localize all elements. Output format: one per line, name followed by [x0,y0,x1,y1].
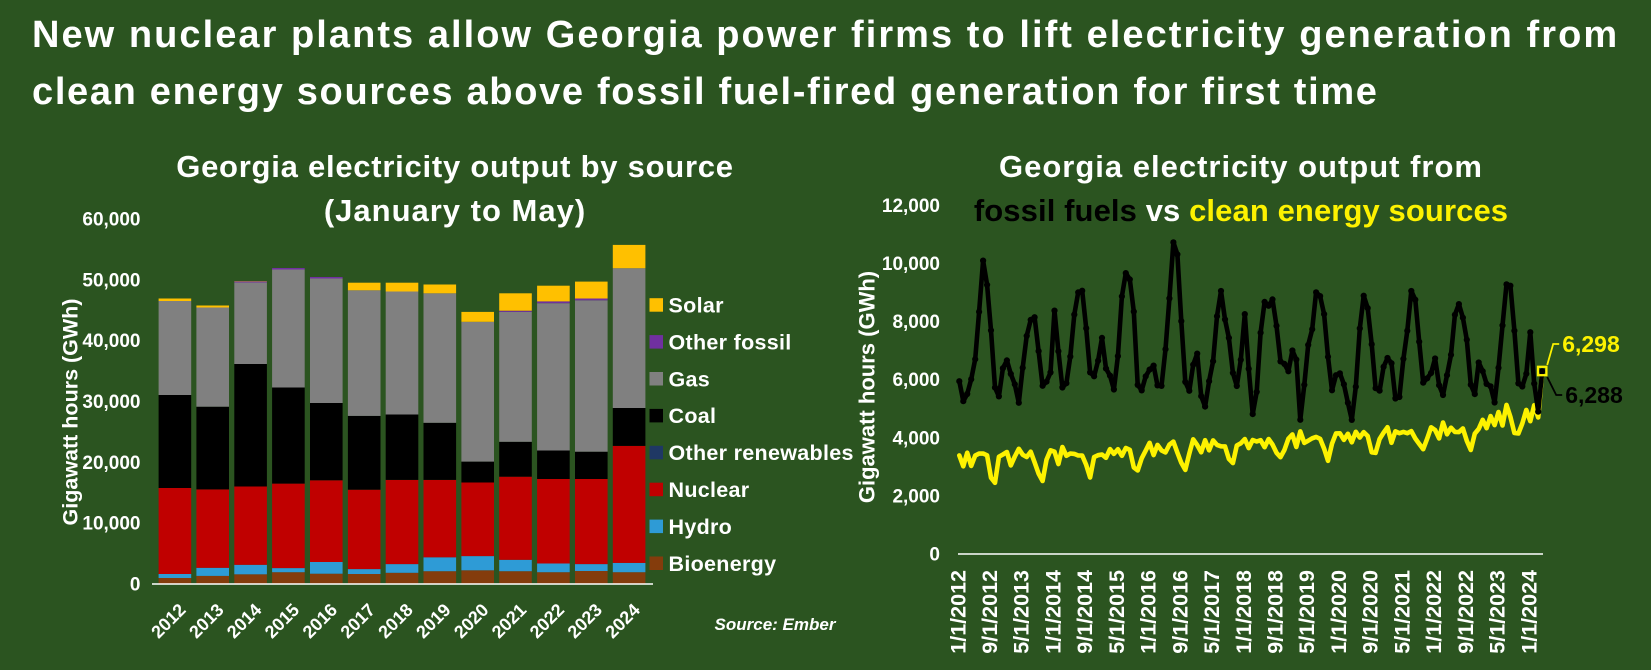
svg-text:Other fossil: Other fossil [669,330,792,354]
svg-text:Other renewables: Other renewables [669,441,854,465]
svg-text:1/1/2012: 1/1/2012 [946,570,970,654]
svg-text:New nuclear plants allow Georg: New nuclear plants allow Georgia power f… [32,14,1619,56]
svg-text:12,000: 12,000 [882,196,940,217]
svg-text:6,298: 6,298 [1562,331,1620,357]
svg-text:5/1/2019: 5/1/2019 [1295,570,1319,654]
svg-text:Source: Ember: Source: Ember [715,615,837,634]
svg-text:10,000: 10,000 [882,254,940,275]
svg-text:5/1/2021: 5/1/2021 [1390,570,1414,654]
svg-text:1/1/2014: 1/1/2014 [1042,570,1066,654]
svg-text:20,000: 20,000 [82,453,140,474]
svg-text:Solar: Solar [669,294,725,318]
svg-text:30,000: 30,000 [82,392,140,413]
svg-text:1/1/2016: 1/1/2016 [1137,570,1161,654]
svg-text:1/1/2022: 1/1/2022 [1422,570,1446,654]
svg-text:6,288: 6,288 [1565,382,1623,408]
svg-text:60,000: 60,000 [82,210,140,231]
svg-text:clean energy sources above fos: clean energy sources above fossil fuel-f… [32,71,1379,113]
svg-text:9/1/2012: 9/1/2012 [978,570,1002,654]
svg-text:9/1/2020: 9/1/2020 [1359,570,1383,654]
svg-text:0: 0 [929,545,940,566]
svg-text:Georgia electricity output fro: Georgia electricity output from [999,149,1483,184]
svg-text:6,000: 6,000 [892,370,940,391]
svg-text:5/1/2023: 5/1/2023 [1486,570,1510,654]
svg-text:10,000: 10,000 [82,514,140,535]
svg-text:Coal: Coal [669,404,717,428]
svg-text:9/1/2018: 9/1/2018 [1264,570,1288,654]
svg-text:(January to May): (January to May) [324,193,586,228]
svg-text:8,000: 8,000 [892,312,940,333]
svg-text:Bioenergy: Bioenergy [669,552,777,576]
svg-text:Hydro: Hydro [669,515,733,539]
svg-text:Gigawatt hours (GWh): Gigawatt hours (GWh) [58,299,82,526]
svg-text:0: 0 [130,575,141,596]
svg-text:1/1/2020: 1/1/2020 [1327,570,1351,654]
svg-text:Gas: Gas [669,367,711,391]
svg-text:9/1/2014: 9/1/2014 [1073,570,1097,654]
svg-text:5/1/2013: 5/1/2013 [1010,570,1034,654]
svg-text:Georgia electricity output by: Georgia electricity output by source [176,149,734,184]
svg-text:5/1/2017: 5/1/2017 [1200,570,1224,654]
svg-text:9/1/2016: 9/1/2016 [1168,570,1192,654]
svg-text:4,000: 4,000 [892,428,940,449]
svg-text:1/1/2024: 1/1/2024 [1517,570,1541,654]
svg-text:Nuclear: Nuclear [669,478,750,502]
svg-text:9/1/2022: 9/1/2022 [1454,570,1478,654]
svg-text:Gigawatt hours (GWh): Gigawatt hours (GWh) [855,271,880,503]
svg-text:2,000: 2,000 [892,486,940,507]
svg-text:fossil fuels vs clean energy s: fossil fuels vs clean energy sources [974,193,1508,228]
svg-text:1/1/2018: 1/1/2018 [1232,570,1256,654]
svg-text:40,000: 40,000 [82,331,140,352]
svg-text:50,000: 50,000 [82,270,140,291]
svg-text:5/1/2015: 5/1/2015 [1105,570,1129,654]
